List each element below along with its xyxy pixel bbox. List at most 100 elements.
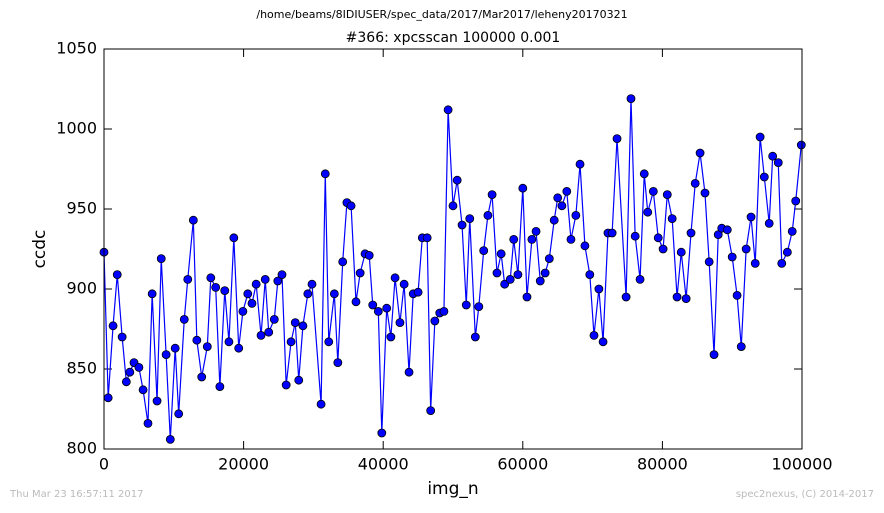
data-point — [373, 306, 383, 316]
data-point — [426, 406, 436, 416]
data-point — [465, 214, 475, 224]
data-point — [727, 252, 737, 262]
data-point — [549, 215, 559, 225]
data-point — [662, 190, 672, 200]
data-point — [134, 362, 144, 372]
data-point — [571, 210, 581, 220]
data-point — [269, 314, 279, 324]
data-point — [404, 367, 414, 377]
data-point — [764, 218, 774, 228]
data-point — [522, 292, 532, 302]
data-point — [562, 186, 572, 196]
data-point — [351, 297, 361, 307]
chart-suptitle: /home/beams/8IDIUSER/spec_data/2017/Mar2… — [256, 8, 627, 21]
data-point — [518, 183, 528, 193]
data-point — [422, 233, 432, 243]
data-point — [607, 228, 617, 238]
data-point — [513, 270, 523, 280]
x-tick-label: 60000 — [497, 455, 548, 474]
data-point — [531, 226, 541, 236]
data-point — [575, 159, 585, 169]
data-point — [470, 332, 480, 342]
y-tick-label: 900 — [66, 279, 97, 298]
data-point — [496, 249, 506, 259]
data-point — [639, 169, 649, 179]
data-point — [709, 350, 719, 360]
data-point — [247, 298, 257, 308]
data-point — [553, 193, 563, 203]
x-tick-label: 40000 — [358, 455, 409, 474]
data-point — [174, 409, 184, 419]
data-point — [722, 225, 732, 235]
data-point — [320, 169, 330, 179]
data-point — [741, 244, 751, 254]
data-point — [273, 276, 283, 286]
data-point — [500, 279, 510, 289]
y-tick-label: 950 — [66, 199, 97, 218]
data-point — [621, 292, 631, 302]
data-point — [277, 270, 287, 280]
data-point — [686, 228, 696, 238]
data-point — [630, 231, 640, 241]
data-point — [377, 428, 387, 438]
data-point — [251, 279, 261, 289]
data-point — [256, 330, 266, 340]
data-point — [338, 257, 348, 267]
x-tick-label: 80000 — [637, 455, 688, 474]
data-point — [598, 337, 608, 347]
data-point — [211, 282, 221, 292]
data-point — [121, 377, 131, 387]
data-point — [594, 284, 604, 294]
data-point — [479, 246, 489, 256]
data-point — [461, 300, 471, 310]
data-point — [777, 258, 787, 268]
data-point — [294, 375, 304, 385]
data-point — [206, 273, 216, 283]
data-point — [448, 201, 458, 211]
data-point — [382, 303, 392, 313]
data-point — [430, 316, 440, 326]
data-point — [755, 132, 765, 142]
data-point — [117, 332, 127, 342]
data-point — [635, 274, 645, 284]
data-point — [787, 226, 797, 236]
data-point — [658, 244, 668, 254]
y-tick-label: 1000 — [56, 119, 97, 138]
data-point — [395, 318, 405, 328]
data-point — [566, 234, 576, 244]
data-point — [307, 279, 317, 289]
data-point — [386, 332, 396, 342]
data-point — [220, 286, 230, 296]
data-point — [457, 220, 467, 230]
data-point — [147, 289, 157, 299]
data-point — [112, 270, 122, 280]
data-point — [364, 250, 374, 260]
data-point — [796, 140, 806, 150]
data-point — [443, 105, 453, 115]
data-point — [413, 287, 423, 297]
data-point — [746, 212, 756, 222]
data-point — [192, 335, 202, 345]
data-point — [229, 233, 239, 243]
data-point — [183, 274, 193, 284]
data-point — [589, 330, 599, 340]
data-point — [165, 434, 175, 444]
x-tick-label: 0 — [99, 455, 109, 474]
data-point — [399, 279, 409, 289]
data-point — [234, 343, 244, 353]
data-point — [672, 292, 682, 302]
data-point — [202, 342, 212, 352]
data-point — [736, 342, 746, 352]
data-point — [768, 151, 778, 161]
data-point — [439, 306, 449, 316]
data-point — [243, 289, 253, 299]
data-point — [324, 337, 334, 347]
data-point — [161, 350, 171, 360]
data-point — [648, 186, 658, 196]
data-point — [108, 321, 118, 331]
data-point — [773, 158, 783, 168]
data-point — [483, 210, 493, 220]
data-point — [143, 418, 153, 428]
